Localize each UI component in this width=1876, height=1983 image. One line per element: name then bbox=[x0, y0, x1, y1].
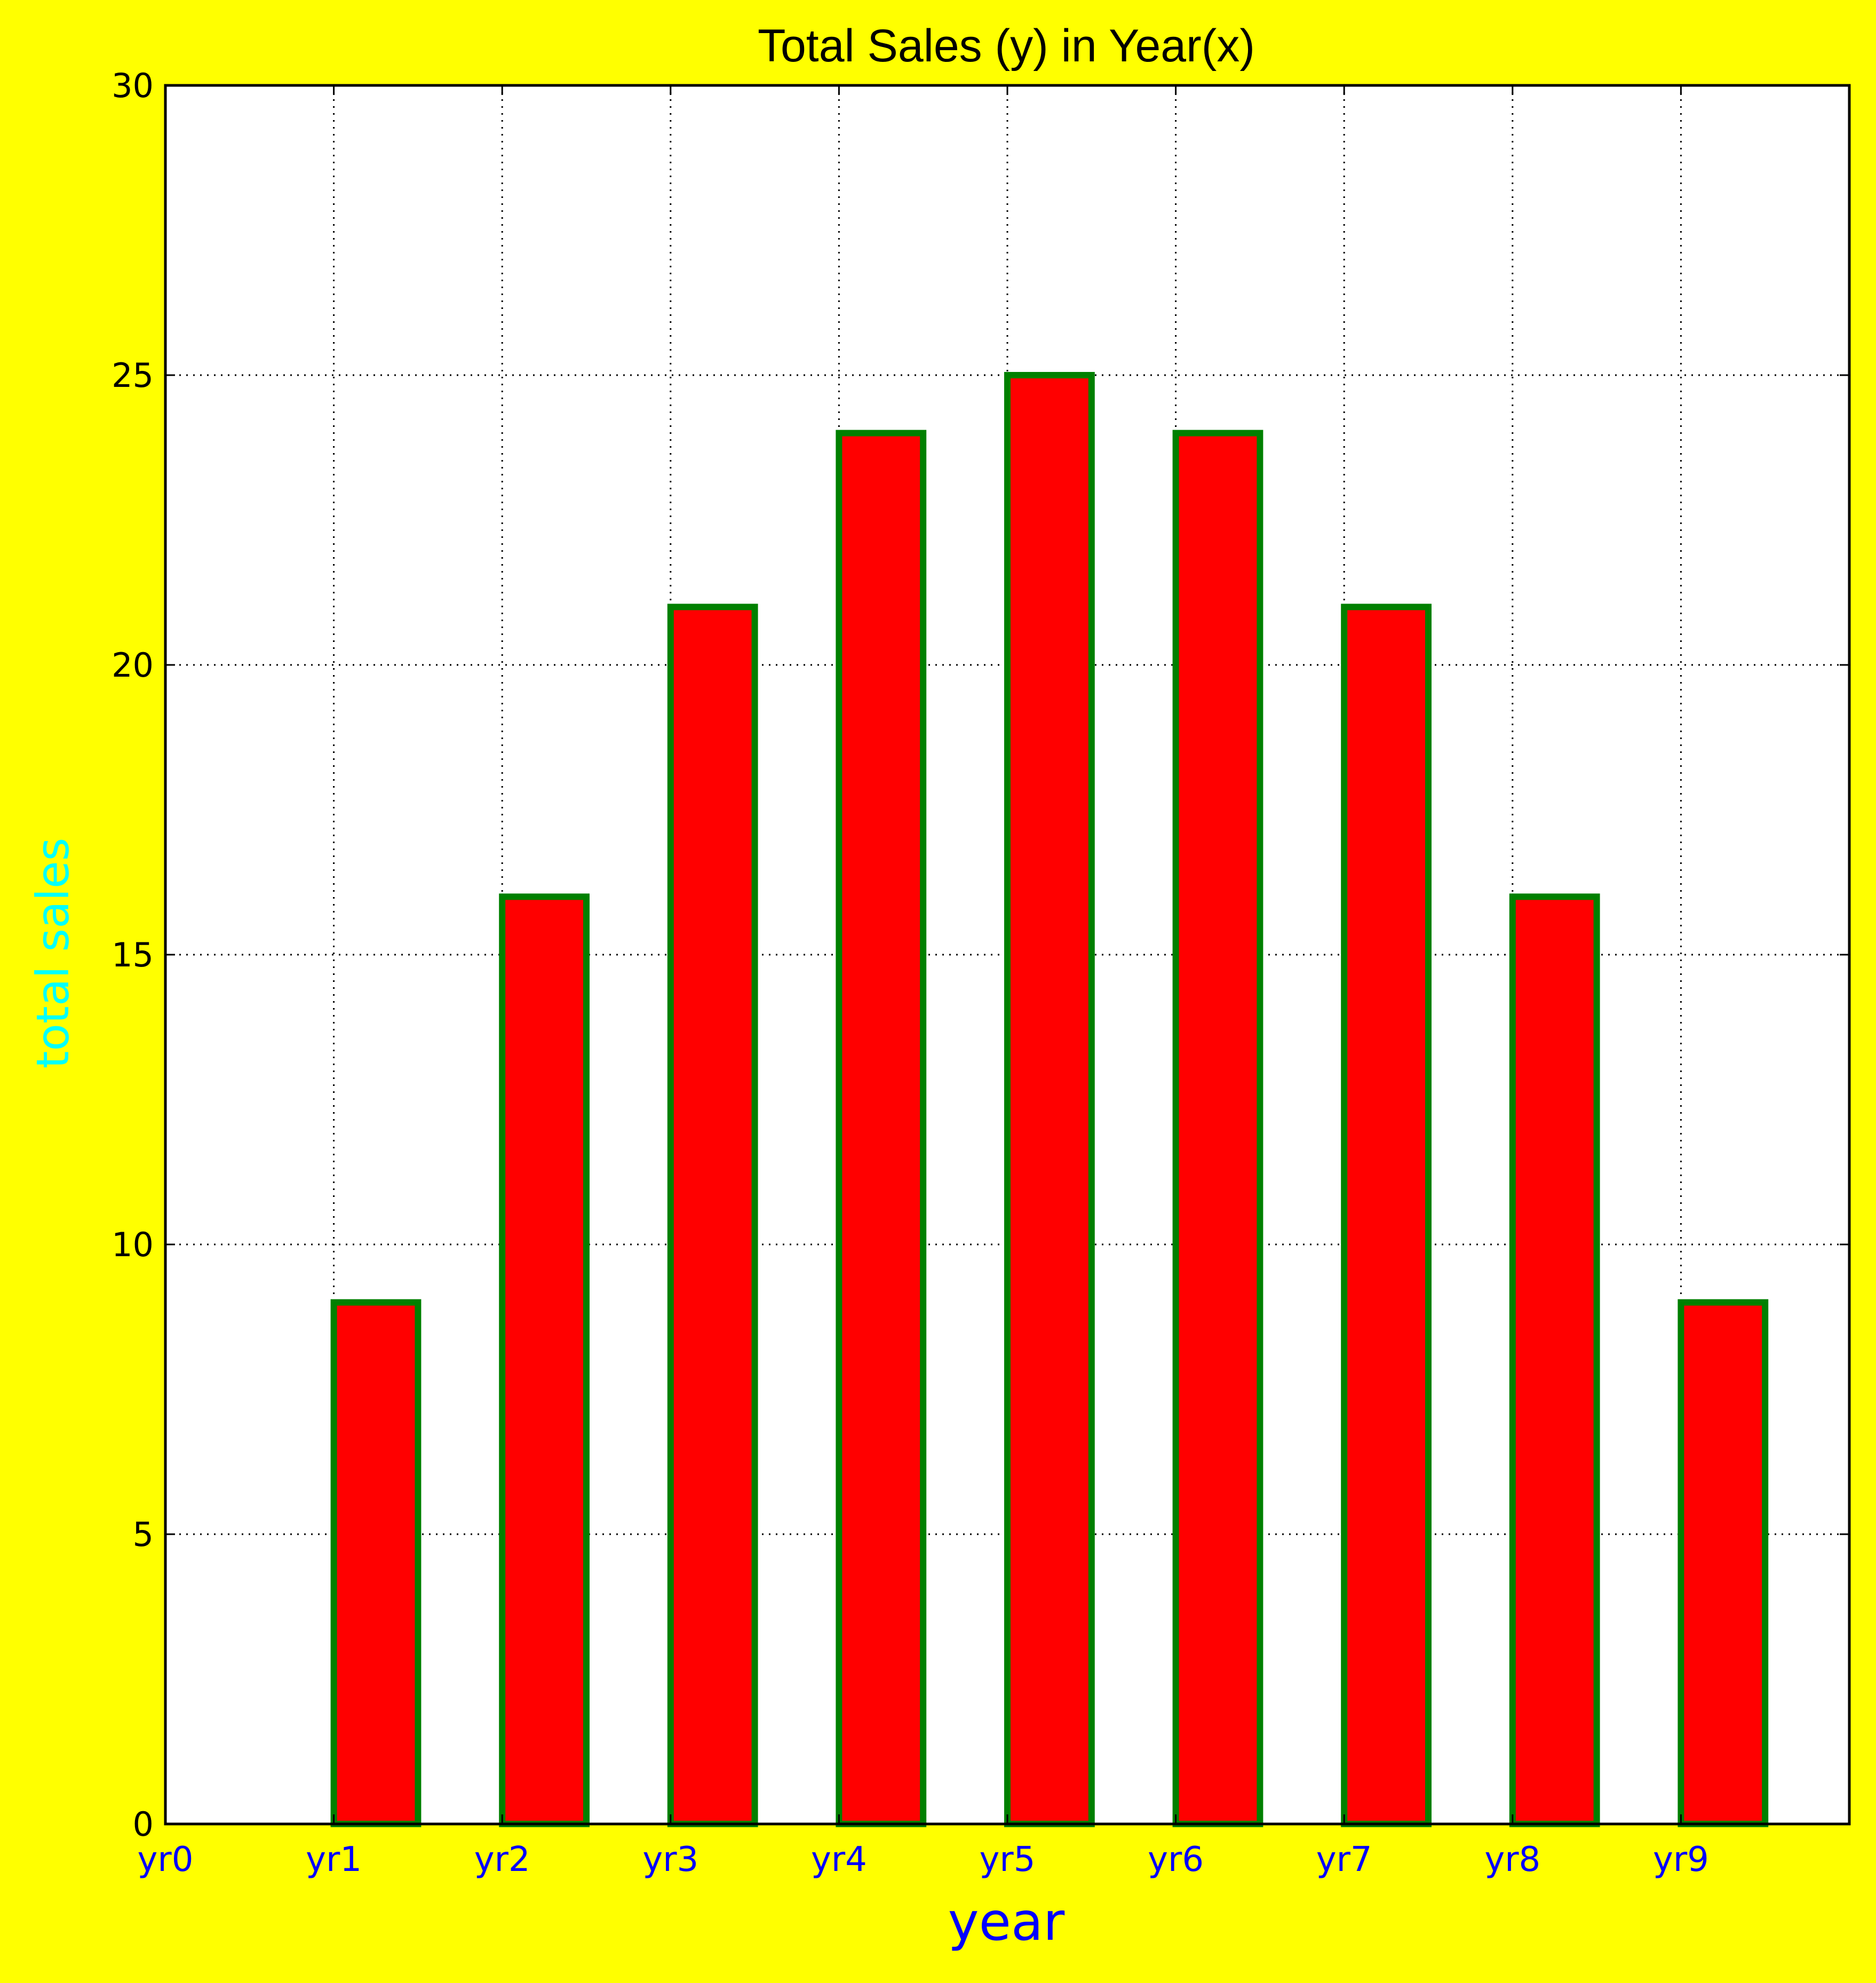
bar-yr3 bbox=[667, 604, 758, 1828]
y-tick-label: 0 bbox=[133, 1805, 154, 1844]
bar-yr1 bbox=[330, 1299, 422, 1828]
y-tick-label: 20 bbox=[112, 646, 154, 685]
bar-yr7 bbox=[1341, 604, 1432, 1828]
bars bbox=[330, 372, 1769, 1828]
bar-yr2 bbox=[499, 893, 590, 1827]
x-tick-label: yr2 bbox=[474, 1840, 530, 1879]
x-axis-label: year bbox=[948, 1892, 1065, 1953]
x-tick-label: yr6 bbox=[1148, 1840, 1204, 1879]
bar-yr8 bbox=[1509, 893, 1600, 1827]
y-axis-ticks: 0 5 10 15 20 25 30 bbox=[112, 66, 1849, 1844]
y-tick-label: 30 bbox=[112, 66, 154, 105]
chart-title: Total Sales (y) in Year(x) bbox=[758, 20, 1255, 72]
bar-yr5 bbox=[1004, 372, 1095, 1827]
y-tick-label: 5 bbox=[133, 1515, 154, 1554]
y-tick-label: 15 bbox=[112, 935, 154, 974]
bar-yr4 bbox=[836, 430, 927, 1827]
x-tick-label: yr7 bbox=[1316, 1840, 1372, 1879]
y-axis-label: total sales bbox=[27, 838, 79, 1069]
x-tick-label: yr9 bbox=[1653, 1840, 1709, 1879]
x-tick-label: yr1 bbox=[306, 1840, 362, 1879]
x-tick-label: yr3 bbox=[642, 1840, 698, 1879]
y-tick-label: 10 bbox=[112, 1225, 154, 1264]
x-tick-label: yr0 bbox=[138, 1840, 194, 1879]
x-tick-label: yr8 bbox=[1484, 1840, 1540, 1879]
bar-yr9 bbox=[1678, 1299, 1769, 1828]
x-tick-label: yr4 bbox=[811, 1840, 867, 1879]
x-axis-ticks: yr0 yr1 yr2 yr3 yr4 yr5 yr6 yr7 yr8 yr9 bbox=[138, 85, 1709, 1879]
x-tick-label: yr5 bbox=[980, 1840, 1036, 1879]
y-tick-label: 25 bbox=[112, 356, 154, 395]
bar-yr6 bbox=[1172, 430, 1263, 1827]
